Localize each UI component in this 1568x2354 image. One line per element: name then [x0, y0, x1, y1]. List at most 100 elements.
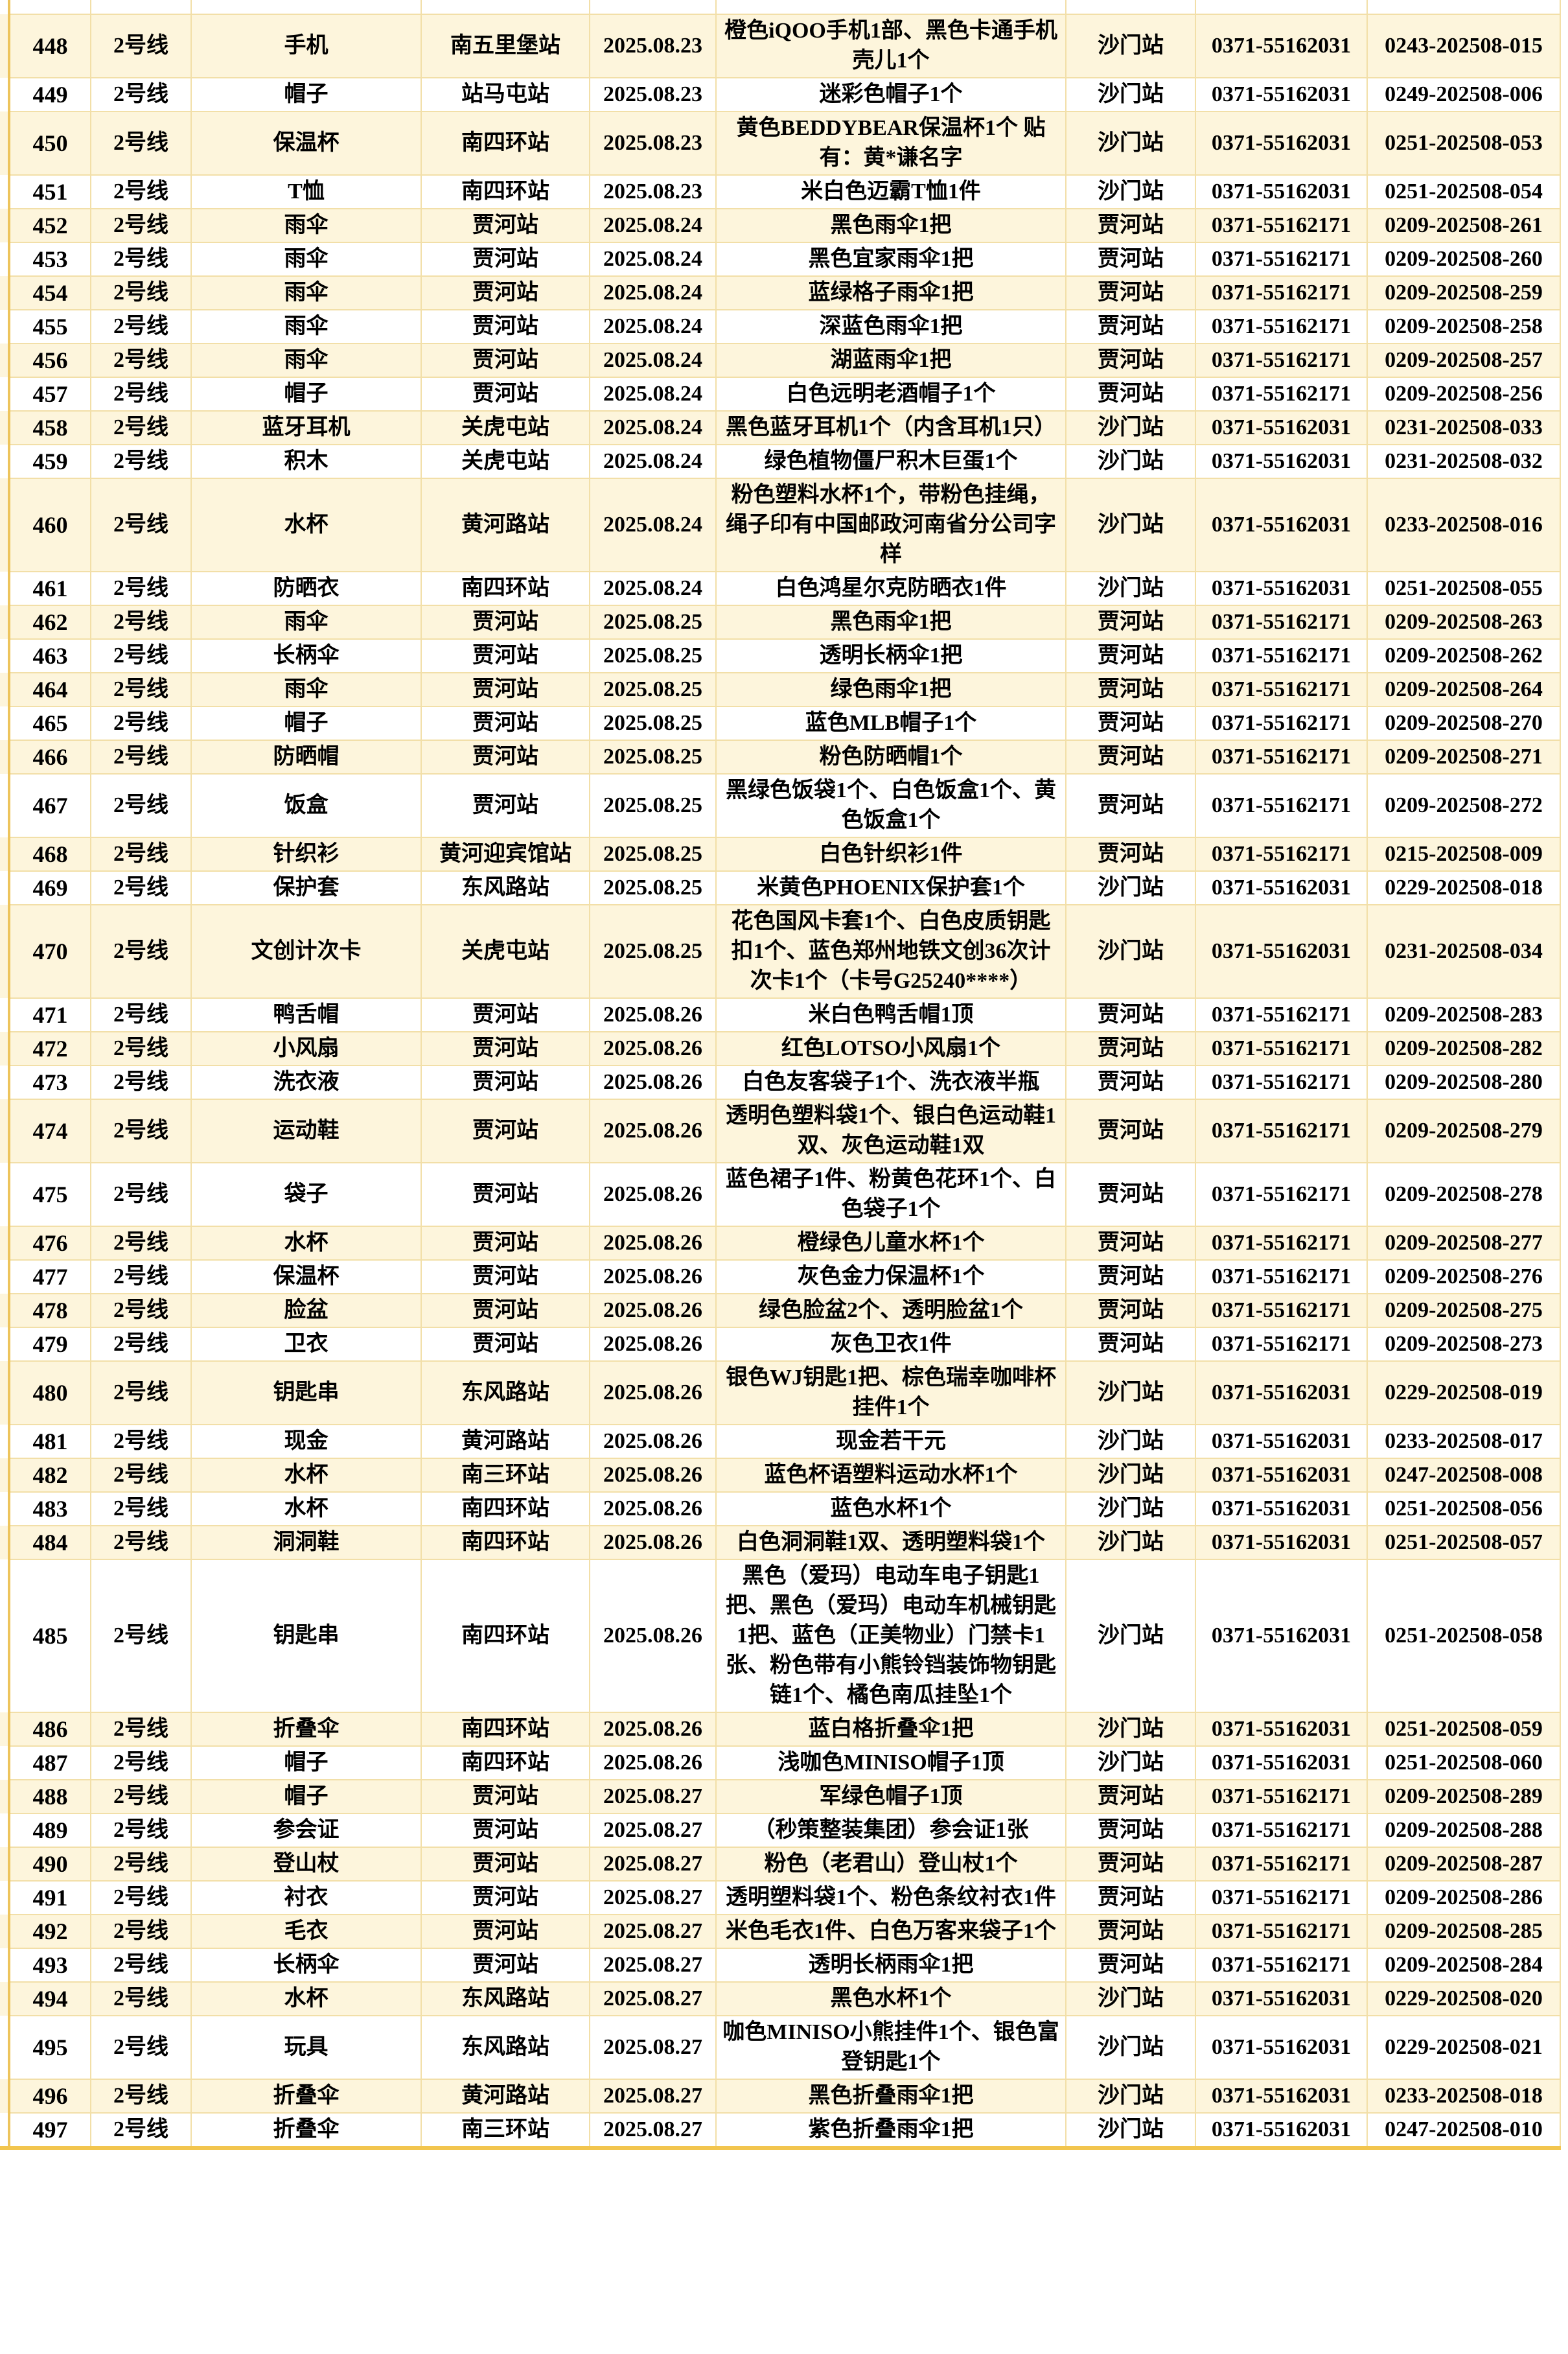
cell-storage-station: 贾河站: [1065, 1259, 1196, 1294]
cell-date: 2025.08.23: [589, 111, 717, 176]
cell-line: 2号线: [90, 1259, 192, 1294]
cell-found-station: 南四环站: [421, 1745, 590, 1780]
left-gutter: [0, 1163, 10, 1226]
cell-found-station: 贾河站: [421, 1226, 590, 1261]
cell-item: 洞洞鞋: [190, 1525, 422, 1560]
cell-phone: 0371-55162031: [1195, 174, 1368, 209]
cell-no: 476: [8, 1226, 91, 1261]
cell-found-station: 贾河站: [421, 1259, 590, 1294]
cell-line: 2号线: [90, 2079, 192, 2114]
left-gutter: [0, 572, 10, 605]
cell-found-station: 贾河站: [421, 706, 590, 741]
cell-no: 451: [8, 174, 91, 209]
cell-found-station: 贾河站: [421, 343, 590, 378]
table-row: 470 2号线 文创计次卡 关虎屯站 2025.08.25 花色国风卡套1个、白色皮质钥匙…: [0, 904, 1561, 999]
cell-date: 2025.08.24: [589, 309, 717, 344]
cell-no: 496: [8, 2079, 91, 2114]
cell-line: 2号线: [90, 837, 192, 872]
cell-line: 2号线: [90, 208, 192, 243]
cell-phone: 0371-55162171: [1195, 309, 1368, 344]
cell-record-id: 0209-202508-286: [1366, 1880, 1561, 1915]
cell-phone: 0371-55162031: [1195, 444, 1368, 479]
left-gutter: [0, 344, 10, 377]
cell-record-id: 0251-202508-057: [1366, 1525, 1561, 1560]
cell-description: 橙色iQOO手机1部、黑色卡通手机壳儿1个: [715, 14, 1066, 78]
cell-date: 2025.08.26: [589, 1424, 717, 1459]
cell-item: 积木: [190, 444, 422, 479]
cell-storage-station: 沙门站: [1065, 174, 1196, 209]
cell-no: 453: [8, 242, 91, 277]
cell-date: 2025.08.26: [589, 1559, 717, 1713]
cell-record-id: 0229-202508-020: [1366, 1981, 1561, 2016]
cell-record-id: 0209-202508-258: [1366, 309, 1561, 344]
cell-phone: 0371-55162031: [1195, 1491, 1368, 1526]
cell-line: 2号线: [90, 997, 192, 1032]
cell-item: 保温杯: [190, 1259, 422, 1294]
table-row: 451 2号线 T恤 南四环站 2025.08.23 米白色迈霸T恤1件 沙门站 0371-5…: [0, 174, 1561, 209]
table-row: 485 2号线 钥匙串 南四环站 2025.08.26 黑色（爱玛）电动车电子钥匙1把、黑…: [0, 1559, 1561, 1713]
cell-item: 卫衣: [190, 1327, 422, 1362]
left-gutter: [0, 774, 10, 837]
cell-record-id: 0209-202508-280: [1366, 1065, 1561, 1100]
cell-found-station: 关虎屯站: [421, 904, 590, 999]
left-gutter: [0, 1458, 10, 1492]
cell-no: 468: [8, 837, 91, 872]
cell-no: 488: [8, 1779, 91, 1814]
cell-description: 米色毛衣1件、白色万客来袋子1个: [715, 1914, 1066, 1949]
cell-date: 2025.08.25: [589, 672, 717, 707]
cell-description: 湖蓝雨伞1把: [715, 343, 1066, 378]
cell-found-station: 南四环站: [421, 174, 590, 209]
cell-phone: 0371-55162171: [1195, 1948, 1368, 1983]
left-gutter: [0, 175, 10, 209]
cell-date: 2025.08.26: [589, 1712, 717, 1747]
cell-record-id: 0229-202508-018: [1366, 870, 1561, 905]
cell-description: 白色针织衫1件: [715, 837, 1066, 872]
table-row: 496 2号线 折叠伞 黄河路站 2025.08.27 黑色折叠雨伞1把 沙门站 0371-5…: [0, 2079, 1561, 2114]
left-gutter: [0, 1746, 10, 1780]
cell-line: 2号线: [90, 309, 192, 344]
cell-item: 折叠伞: [190, 2079, 422, 2114]
cell-phone: 0371-55162031: [1195, 77, 1368, 112]
cell-date: 2025.08.23: [589, 77, 717, 112]
left-gutter: [0, 1559, 10, 1712]
cell-item: 帽子: [190, 706, 422, 741]
left-gutter: [0, 1881, 10, 1915]
cell-line: 2号线: [90, 1948, 192, 1983]
cell-storage-station: 沙门站: [1065, 571, 1196, 606]
cell-found-station: 贾河站: [421, 1293, 590, 1328]
cell-line: 2号线: [90, 2112, 192, 2150]
cell-record-id: 0251-202508-060: [1366, 1745, 1561, 1780]
cell-no: 497: [8, 2112, 91, 2150]
cell-phone: 0371-55162171: [1195, 1065, 1368, 1100]
cell-record-id: 0251-202508-056: [1366, 1491, 1561, 1526]
cell-no: 462: [8, 605, 91, 640]
table-row: 457 2号线 帽子 贾河站 2025.08.24 白色远明老酒帽子1个 贾河站 0371-5…: [0, 377, 1561, 412]
cell-phone: 0371-55162031: [1195, 1712, 1368, 1747]
cell-item: 钥匙串: [190, 1559, 422, 1713]
cell-found-station: 南四环站: [421, 571, 590, 606]
cell-phone: 0371-55162031: [1195, 14, 1368, 78]
left-gutter: [0, 871, 10, 905]
cell-no: 463: [8, 638, 91, 673]
cell-description: 紫色折叠雨伞1把: [715, 2112, 1066, 2150]
cell-description: 灰色金力保温杯1个: [715, 1259, 1066, 1294]
cell-storage-station: 沙门站: [1065, 2112, 1196, 2150]
cell-found-station: 黄河路站: [421, 1424, 590, 1459]
cell-item: 水杯: [190, 1458, 422, 1493]
cell-no: 484: [8, 1525, 91, 1560]
cell-item: 袋子: [190, 1162, 422, 1227]
cell-date: 2025.08.25: [589, 837, 717, 872]
cell-record-id: 0209-202508-273: [1366, 1327, 1561, 1362]
cell-line: 2号线: [90, 1914, 192, 1949]
cell-storage-station: 贾河站: [1065, 1226, 1196, 1261]
cell-no: 467: [8, 773, 91, 838]
left-gutter: [0, 1425, 10, 1458]
cell-storage-station: 沙门站: [1065, 1525, 1196, 1560]
table-row: 486 2号线 折叠伞 南四环站 2025.08.26 蓝白格折叠伞1把 沙门站 0371-5…: [0, 1712, 1561, 1747]
cell-description: 粉色（老君山）登山杖1个: [715, 1847, 1066, 1882]
cell-record-id: 0209-202508-288: [1366, 1813, 1561, 1848]
left-gutter: [0, 111, 10, 175]
cell-no: 449: [8, 77, 91, 112]
cell-description: 红色LOTSO小风扇1个: [715, 1031, 1066, 1066]
cell-storage-station: 沙门站: [1065, 1360, 1196, 1425]
